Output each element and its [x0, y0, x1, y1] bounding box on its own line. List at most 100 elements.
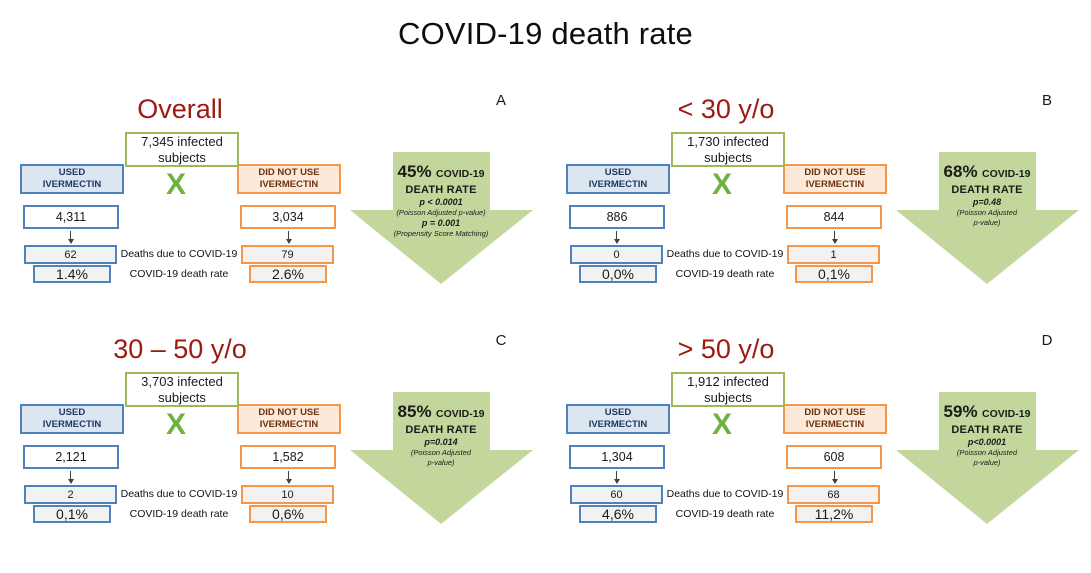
rate-row-label: COVID-19 death rate — [129, 508, 229, 520]
down-arrow-icon — [284, 231, 293, 245]
used-rate-box: 4,6% — [579, 505, 657, 523]
used-count-box: 1,304 — [569, 445, 665, 469]
used-ivermectin-box: USED IVERMECTIN — [566, 404, 670, 434]
p-value-line: p=0.48 — [972, 197, 1002, 207]
used-deaths-box: 2 — [24, 485, 117, 504]
reduction-percentage-line: 85% COVID-19 — [366, 402, 516, 424]
used-ivermectin-box: USED IVERMECTIN — [566, 164, 670, 194]
p-value-note: p-value) — [973, 457, 1001, 467]
did-not-use-ivermectin-box: DID NOT USE IVERMECTIN — [237, 404, 341, 434]
used-ivermectin-label: USED IVERMECTIN — [42, 166, 102, 190]
panel-letter: D — [1041, 332, 1053, 349]
reduction-percentage: 59% — [943, 402, 978, 421]
p-value-line: p<0.0001 — [967, 437, 1007, 447]
panel-over-50: D > 50 y/o 1,912 infected subjects USED … — [546, 328, 1091, 568]
down-arrow-icon — [830, 231, 839, 245]
not-used-deaths-box: 79 — [241, 245, 334, 264]
did-not-use-ivermectin-label: DID NOT USE IVERMECTIN — [804, 166, 866, 190]
did-not-use-ivermectin-label: DID NOT USE IVERMECTIN — [804, 406, 866, 430]
p-value-note: (Poisson Adjusted — [956, 208, 1018, 217]
not-used-rate-box: 0,1% — [795, 265, 873, 283]
panel-letter: B — [1041, 92, 1052, 109]
comparison-x-mark: X — [165, 408, 186, 441]
panel-title: Overall — [137, 94, 223, 124]
p-value-line: p = 0.001 — [421, 217, 461, 228]
deaths-row-label: Deaths due to COVID-19 — [120, 248, 238, 260]
not-used-count-box: 1,582 — [240, 445, 336, 469]
comparison-x-mark: X — [711, 168, 732, 201]
used-ivermectin-box: USED IVERMECTIN — [20, 404, 124, 434]
down-arrow-icon — [66, 471, 75, 485]
infected-subjects-box: 1,912 infected subjects — [671, 372, 785, 407]
death-rate-label: DEATH RATE — [405, 424, 477, 436]
used-rate-box: 0,0% — [579, 265, 657, 283]
used-ivermectin-label: USED IVERMECTIN — [588, 166, 648, 190]
rate-row-label: COVID-19 death rate — [129, 268, 229, 280]
reduction-percentage-line: 45% COVID-19 — [366, 162, 516, 184]
down-arrow-icon — [66, 231, 75, 245]
used-count-box: 2,121 — [23, 445, 119, 469]
down-arrow-icon — [284, 471, 293, 485]
not-used-deaths-box: 68 — [787, 485, 880, 504]
rate-row-label: COVID-19 death rate — [675, 268, 775, 280]
not-used-rate-box: 2.6% — [249, 265, 327, 283]
comparison-x-mark: X — [165, 168, 186, 201]
covid-label: COVID-19 — [436, 168, 485, 180]
rate-row-label: COVID-19 death rate — [675, 508, 775, 520]
deaths-row-label: Deaths due to COVID-19 — [666, 488, 784, 500]
panel-letter: C — [495, 332, 507, 349]
did-not-use-ivermectin-box: DID NOT USE IVERMECTIN — [783, 164, 887, 194]
used-rate-box: 0,1% — [33, 505, 111, 523]
p-value-line: p < 0.0001 — [419, 197, 463, 207]
p-value-note: (Propensity Score Matching) — [393, 228, 489, 238]
figure-title: COVID-19 death rate — [397, 16, 693, 51]
did-not-use-ivermectin-box: DID NOT USE IVERMECTIN — [237, 164, 341, 194]
not-used-count-box: 608 — [786, 445, 882, 469]
deaths-row-label: Deaths due to COVID-19 — [120, 488, 238, 500]
used-deaths-box: 60 — [570, 485, 663, 504]
death-rate-label: DEATH RATE — [405, 184, 477, 196]
not-used-deaths-box: 10 — [241, 485, 334, 504]
reduction-percentage-line: 68% COVID-19 — [912, 162, 1062, 184]
used-count-box: 886 — [569, 205, 665, 229]
down-arrow-icon — [612, 231, 621, 245]
panel-title: 30 – 50 y/o — [113, 334, 247, 364]
not-used-deaths-box: 1 — [787, 245, 880, 264]
did-not-use-ivermectin-label: DID NOT USE IVERMECTIN — [258, 166, 320, 190]
not-used-count-box: 3,034 — [240, 205, 336, 229]
down-arrow-icon — [612, 471, 621, 485]
panel-30-to-50: C 30 – 50 y/o 3,703 infected subjects US… — [0, 328, 545, 568]
covid-label: COVID-19 — [982, 408, 1031, 420]
reduction-arrow-text: 85% COVID-19 DEATH RATE p=0.014 (Poisson… — [366, 402, 516, 467]
death-rate-label: DEATH RATE — [951, 424, 1023, 436]
panel-title: > 50 y/o — [677, 334, 775, 364]
used-count-box: 4,311 — [23, 205, 119, 229]
infected-subjects-box: 7,345 infected subjects — [125, 132, 239, 167]
reduction-percentage-line: 59% COVID-19 — [912, 402, 1062, 424]
reduction-percentage: 45% — [397, 162, 432, 181]
death-rate-label: DEATH RATE — [951, 184, 1023, 196]
reduction-percentage: 85% — [397, 402, 432, 421]
panel-title: < 30 y/o — [677, 94, 775, 124]
p-value-line: p=0.014 — [424, 437, 458, 447]
did-not-use-ivermectin-label: DID NOT USE IVERMECTIN — [258, 406, 320, 430]
used-deaths-box: 62 — [24, 245, 117, 264]
infected-subjects-box: 1,730 infected subjects — [671, 132, 785, 167]
not-used-rate-box: 11,2% — [795, 505, 873, 523]
p-value-note: (Poisson Adjusted p-value) — [396, 208, 486, 217]
p-value-note: p-value) — [973, 217, 1001, 227]
reduction-arrow-text: 68% COVID-19 DEATH RATE p=0.48 (Poisson … — [912, 162, 1062, 227]
panel-under-30: B < 30 y/o 1,730 infected subjects USED … — [546, 88, 1091, 328]
panel-letter: A — [495, 92, 506, 109]
covid-label: COVID-19 — [436, 408, 485, 420]
panel-overall: A Overall 7,345 infected subjects USED I… — [0, 88, 545, 328]
covid-label: COVID-19 — [982, 168, 1031, 180]
used-ivermectin-label: USED IVERMECTIN — [42, 406, 102, 430]
down-arrow-icon — [830, 471, 839, 485]
not-used-rate-box: 0,6% — [249, 505, 327, 523]
reduction-arrow-text: 45% COVID-19 DEATH RATE p < 0.0001 (Pois… — [366, 162, 516, 238]
used-ivermectin-label: USED IVERMECTIN — [588, 406, 648, 430]
reduction-percentage: 68% — [943, 162, 978, 181]
infected-subjects-box: 3,703 infected subjects — [125, 372, 239, 407]
